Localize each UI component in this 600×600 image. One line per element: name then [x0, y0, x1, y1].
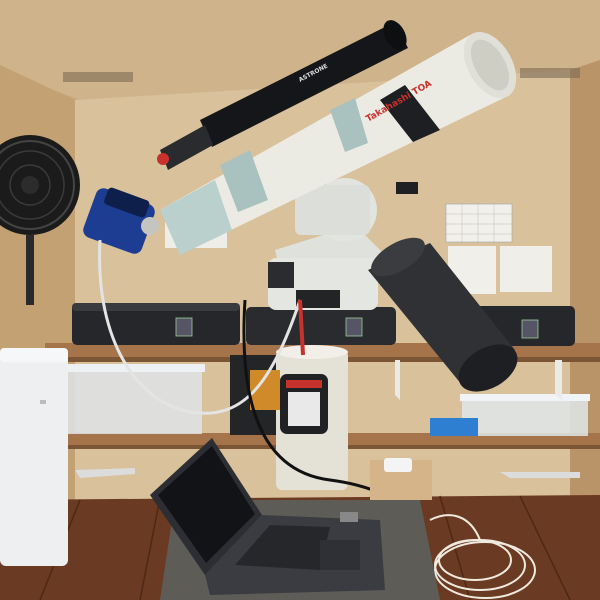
wall-chart-1	[445, 203, 513, 243]
fan	[0, 135, 80, 305]
hard-case-left	[72, 303, 240, 345]
wall-paper-3	[500, 246, 552, 292]
air-purifier	[0, 348, 68, 566]
power-brick	[384, 458, 412, 472]
storage-box-clear	[60, 364, 205, 434]
right-wall	[570, 60, 600, 520]
white-cable	[98, 239, 302, 415]
guide-scope	[157, 20, 408, 170]
counterweight-shroud	[368, 237, 518, 392]
laptop	[150, 438, 385, 595]
shelf-bracket-4	[75, 468, 135, 478]
shelf-bracket-2	[555, 360, 562, 400]
hand-controller	[280, 374, 328, 434]
ceiling-vent-left	[63, 72, 133, 82]
laptop-touchpad	[320, 540, 360, 570]
rope-coil	[429, 514, 536, 599]
shelf-bracket-1	[395, 360, 400, 400]
storage-box-right	[430, 394, 590, 436]
mount-head	[268, 178, 418, 310]
red-strap	[298, 299, 305, 356]
hard-case-middle	[246, 307, 396, 345]
imaging-camera	[83, 187, 159, 254]
wall-chart-1-grid	[446, 204, 512, 242]
ceiling-vent-right	[520, 68, 580, 78]
main-telescope-tube	[160, 31, 517, 255]
shelf-bracket-3	[500, 472, 580, 478]
